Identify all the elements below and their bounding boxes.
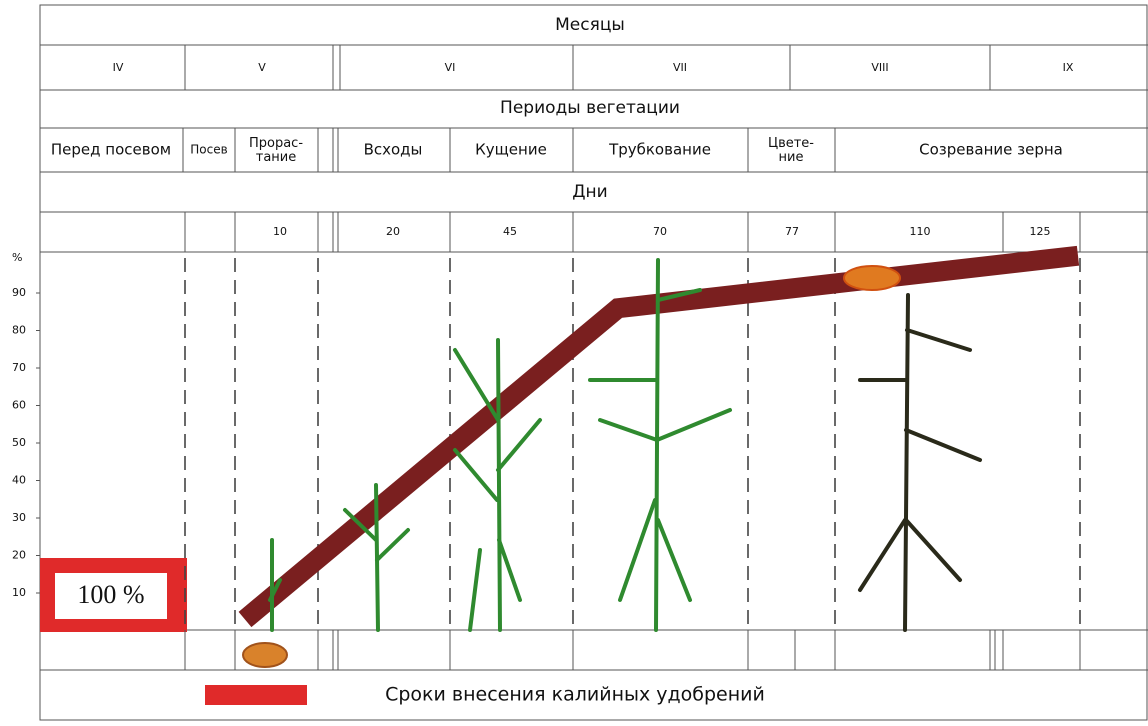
period-label: Всходы <box>364 141 423 159</box>
y-tick-label: 60 <box>12 399 26 412</box>
y-tick-label: 20 <box>12 549 26 562</box>
months-title: Месяцы <box>555 15 625 35</box>
days-title: Дни <box>572 182 607 202</box>
day-label: 10 <box>273 225 287 238</box>
y-tick-label: 80 <box>12 324 26 337</box>
period-label: Прорас-тание <box>249 136 303 165</box>
fertilizer-box-inner <box>55 573 167 619</box>
table-grid <box>39 4 1148 721</box>
uptake-curve <box>238 245 1080 628</box>
month-label: IV <box>113 61 124 74</box>
month-label: IX <box>1063 61 1074 74</box>
period-label: Перед посевом <box>51 141 171 159</box>
y-tick-label: 30 <box>12 511 26 524</box>
legend-label: Сроки внесения калийных удобрений <box>385 684 765 706</box>
period-label: Трубкование <box>608 141 711 159</box>
plant-illustrations <box>242 258 982 668</box>
legend-swatch <box>205 685 307 705</box>
y-tick-label: 70 <box>12 361 26 374</box>
y-tick-label: 90 <box>12 286 26 299</box>
day-label: 125 <box>1030 225 1051 238</box>
y-unit: % <box>12 251 22 264</box>
day-label: 77 <box>785 225 799 238</box>
day-label: 110 <box>910 225 931 238</box>
y-tick-label: 10 <box>12 586 26 599</box>
period-label: Посев <box>190 143 227 157</box>
y-tick-label: 50 <box>12 436 26 449</box>
box-label: 100 % <box>77 580 144 609</box>
period-label: Созревание зерна <box>919 141 1063 159</box>
month-label: VIII <box>871 61 888 74</box>
y-tick-label: 40 <box>12 474 26 487</box>
period-label: Цвете-ние <box>768 136 814 165</box>
day-label: 45 <box>503 225 517 238</box>
periods-title: Периоды вегетации <box>500 98 680 118</box>
period-label: Кущение <box>475 141 547 159</box>
day-label: 70 <box>653 225 667 238</box>
month-label: V <box>258 61 266 74</box>
month-label: VI <box>445 61 456 74</box>
day-label: 20 <box>386 225 400 238</box>
month-label: VII <box>673 61 687 74</box>
